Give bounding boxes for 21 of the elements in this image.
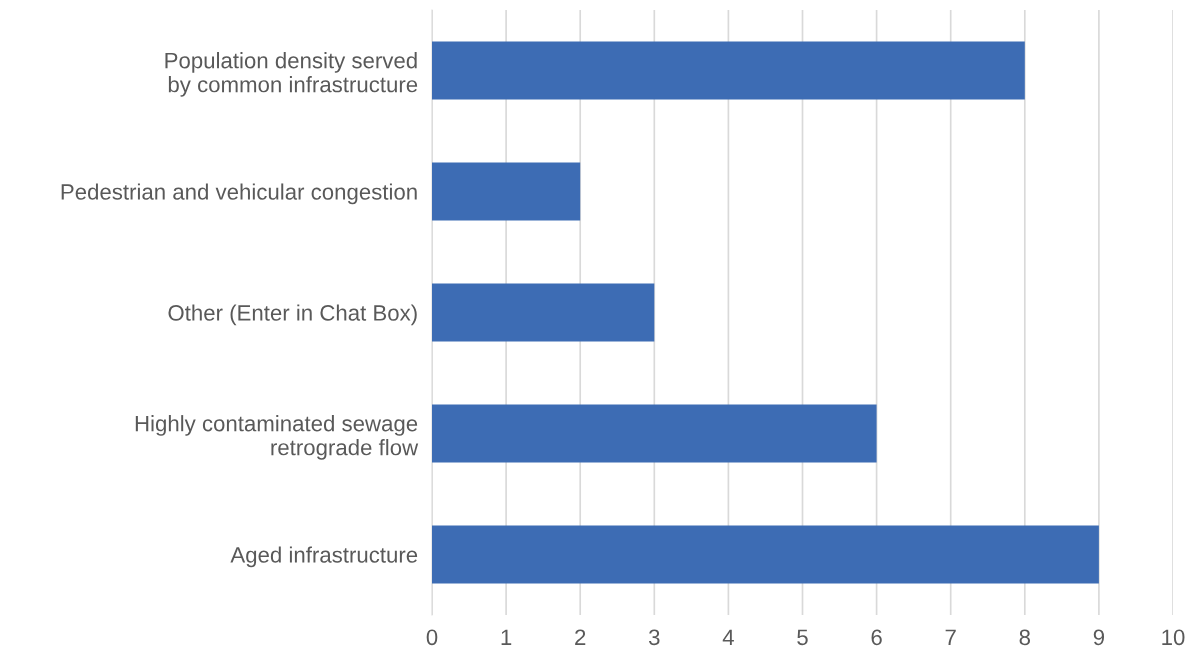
y-tick-label: Aged infrastructure <box>230 546 418 568</box>
bar <box>432 162 581 221</box>
x-tick-label: 9 <box>1093 629 1105 646</box>
x-tick-label: 8 <box>1019 629 1031 646</box>
y-tick-label: Highly contaminated sewage retrograde flow <box>135 415 419 460</box>
bar <box>432 525 1099 584</box>
y-tick-label: Population density served by common infrastructure <box>165 52 418 97</box>
bar <box>432 283 655 342</box>
bar <box>432 41 1025 100</box>
y-tick-label: Other (Enter in Chat Box) <box>168 304 417 326</box>
x-tick-label: 0 <box>426 629 438 646</box>
x-tick-label: 1 <box>501 629 512 645</box>
x-tick-label: 3 <box>648 629 660 646</box>
bar <box>432 404 877 463</box>
x-tick-label: 6 <box>871 629 882 646</box>
y-tick-label: Pedestrian and vehicular congestion <box>61 183 417 205</box>
x-tick-label: 10 <box>1162 629 1185 646</box>
x-tick-label: 7 <box>945 629 956 645</box>
x-tick-label: 2 <box>575 629 586 645</box>
x-tick-label: 4 <box>722 629 734 645</box>
x-tick-label: 5 <box>797 629 808 646</box>
